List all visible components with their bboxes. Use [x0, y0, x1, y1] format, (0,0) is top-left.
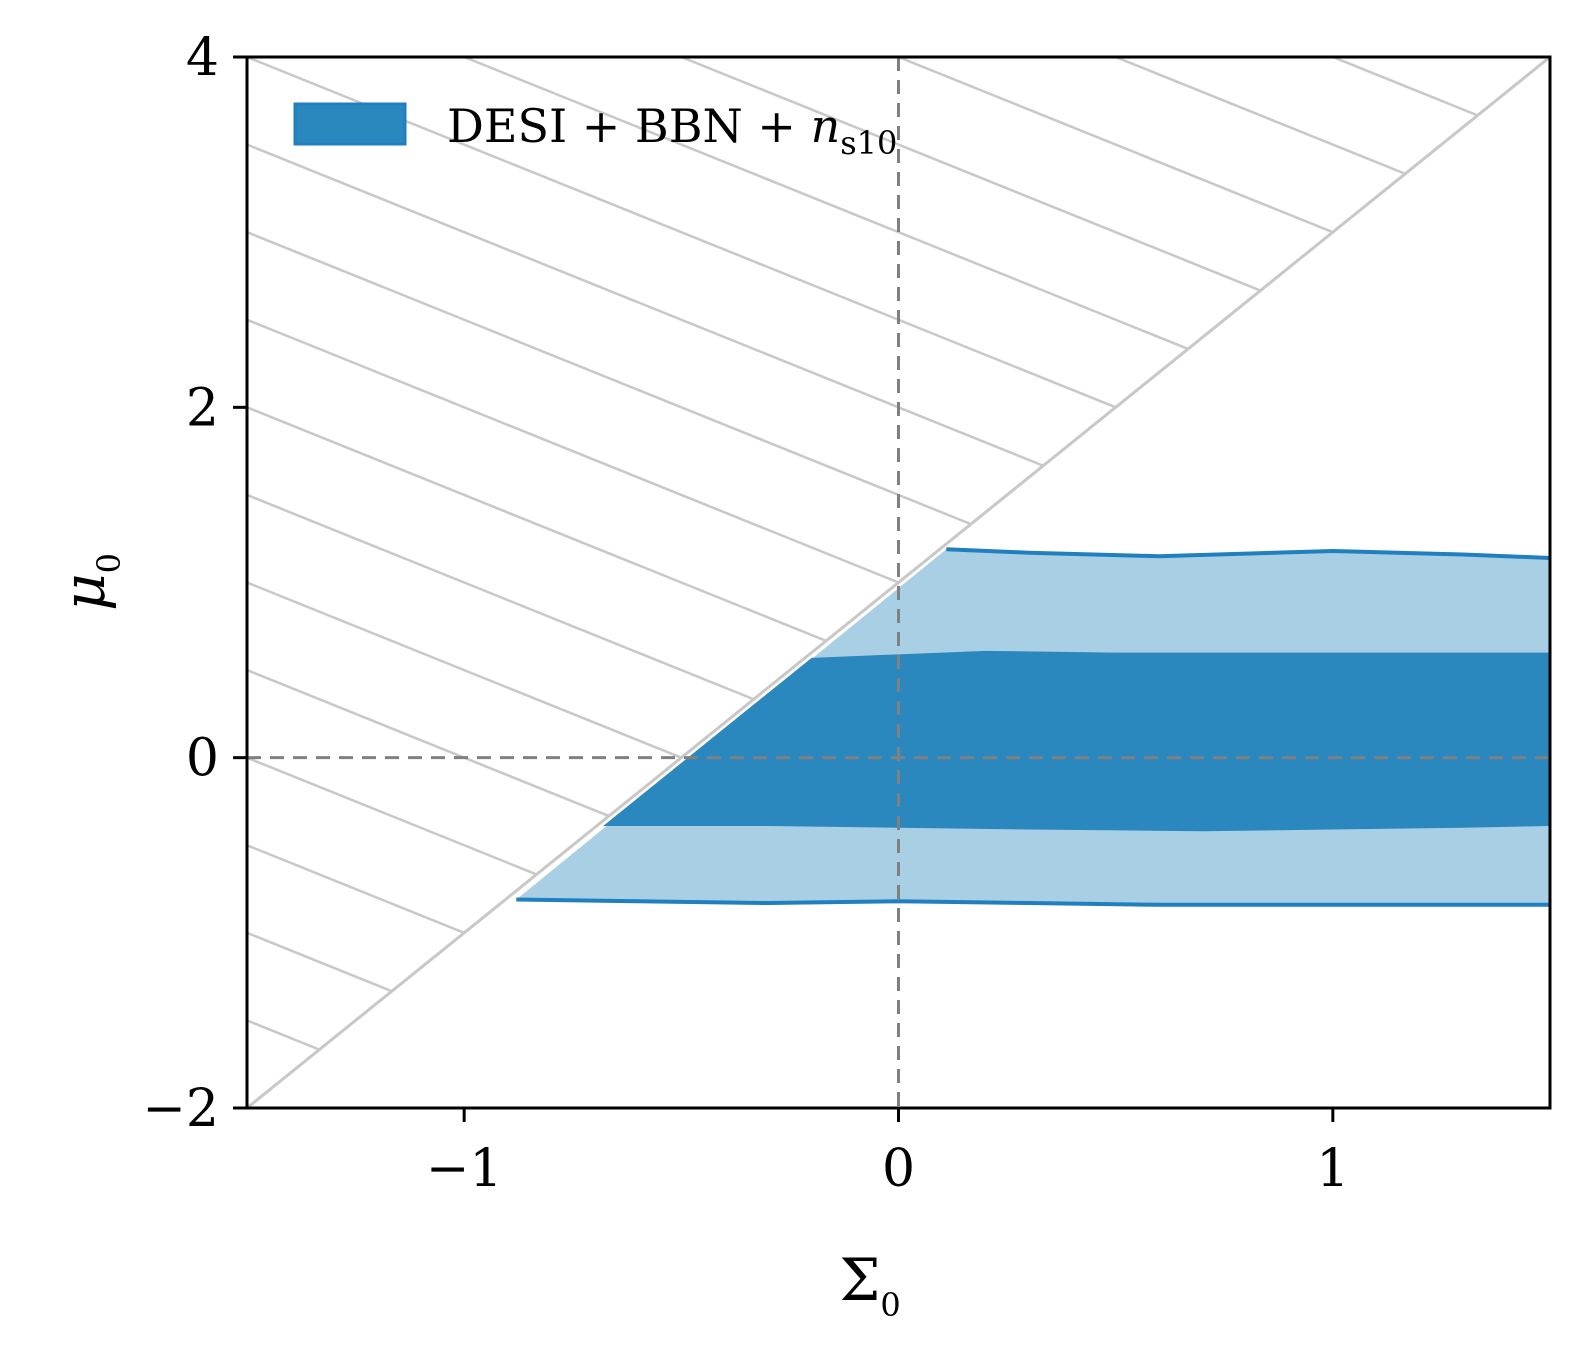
- hatch-line: [895, 57, 1334, 234]
- plot-area: [247, 57, 1550, 1108]
- legend: DESI + BBN + ns10: [293, 99, 897, 162]
- hatch-line: [247, 668, 610, 818]
- legend-label: DESI + BBN + ns10: [447, 99, 897, 162]
- x-axis-label-subscript: 0: [880, 1286, 900, 1324]
- hatch-line: [247, 143, 1044, 467]
- contour-95-lower-edge: [516, 897, 1550, 907]
- hatch-line: [677, 57, 1261, 292]
- y-tick-label: 4: [186, 28, 219, 88]
- x-axis-label: Σ0: [839, 1246, 900, 1324]
- excluded-region-boundary: [247, 57, 1550, 1108]
- x-tick-label: −1: [426, 1139, 503, 1199]
- contour-95-upper-edge: [946, 547, 1550, 560]
- hatch-line: [247, 406, 827, 643]
- excluded-region-hatch: [247, 57, 1550, 1051]
- y-tick-label: 0: [186, 729, 219, 789]
- contour-68-band: [603, 650, 1550, 832]
- y-tick-label: −2: [142, 1079, 219, 1139]
- hatch-line: [247, 1019, 320, 1051]
- x-axis-ticks: −1 0 1: [426, 1108, 1349, 1199]
- hatch-line: [247, 756, 538, 876]
- y-axis-label-subscript: 0: [90, 553, 128, 573]
- y-axis-label: μ0: [50, 553, 128, 611]
- legend-swatch: [293, 102, 407, 146]
- hatch-line: [247, 493, 755, 701]
- hatch-line: [247, 931, 393, 993]
- hatch-line: [247, 231, 972, 526]
- x-tick-label: 1: [1316, 1139, 1349, 1199]
- hatch-line: [460, 57, 1189, 351]
- y-axis-ticks: −2 0 2 4: [142, 28, 247, 1139]
- y-tick-label: 2: [186, 378, 219, 438]
- hatch-line: [1112, 57, 1406, 175]
- hatch-line: [247, 581, 682, 759]
- x-tick-label: 0: [882, 1139, 915, 1199]
- hatch-line: [247, 318, 899, 584]
- hatch-line: [247, 844, 465, 934]
